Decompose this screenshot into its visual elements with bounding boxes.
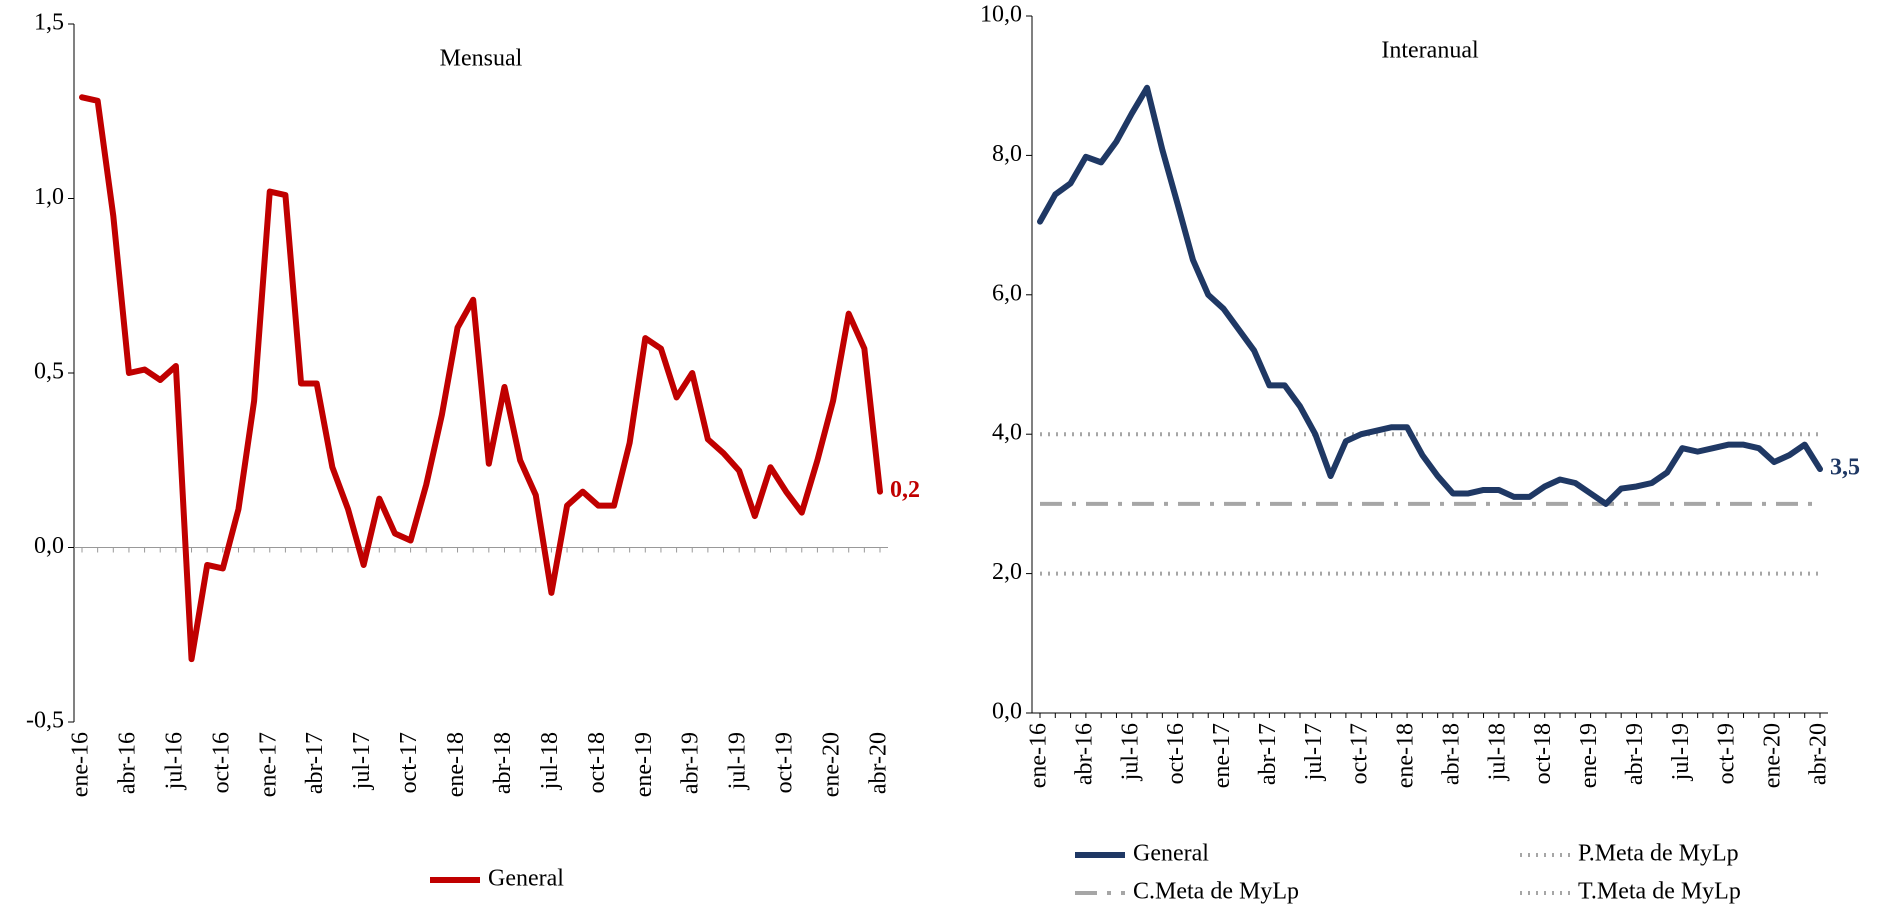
y-tick-label: 4,0 [992, 420, 1022, 446]
series-line [79, 94, 883, 663]
x-tick-label: ene-19 [631, 732, 657, 797]
chart-title: Mensual [440, 46, 523, 72]
x-tick-label: abr-16 [1071, 723, 1097, 785]
x-tick-label: jul-16 [1117, 723, 1143, 781]
x-tick-label: jul-19 [1668, 723, 1694, 781]
x-tick-label: jul-17 [1301, 723, 1327, 781]
x-tick-label: ene-19 [1576, 723, 1602, 788]
x-tick-label: oct-18 [584, 732, 610, 793]
y-tick-label: 1,0 [34, 184, 64, 210]
y-tick-label: 1,5 [34, 10, 64, 36]
y-tick-label: 0,0 [34, 533, 64, 559]
x-tick-label: jul-18 [1484, 723, 1510, 781]
x-tick-label: abr-16 [114, 732, 140, 794]
x-tick-label: ene-17 [1209, 723, 1235, 788]
chart-title: Interanual [1381, 38, 1479, 64]
x-tick-label: abr-18 [490, 732, 516, 794]
y-tick-label: 6,0 [992, 280, 1022, 306]
x-tick-label: ene-17 [255, 732, 281, 797]
data-label: 3,5 [1830, 455, 1860, 481]
x-tick-label: jul-17 [349, 732, 375, 790]
x-tick-label: abr-20 [866, 732, 892, 794]
legend-label: T.Meta de MyLp [1578, 879, 1741, 905]
x-tick-label: oct-19 [772, 732, 798, 793]
x-tick-label: oct-17 [1347, 723, 1373, 784]
x-tick-label: ene-20 [819, 732, 845, 797]
x-tick-label: abr-19 [678, 732, 704, 794]
x-tick-label: abr-18 [1438, 723, 1464, 785]
x-tick-label: jul-18 [537, 732, 563, 790]
x-tick-label: oct-16 [208, 732, 234, 793]
y-tick-label: 10,0 [980, 2, 1022, 28]
x-tick-label: abr-20 [1806, 723, 1832, 785]
data-label: 0,2 [890, 477, 920, 503]
x-tick-label: ene-16 [1026, 723, 1052, 788]
x-tick-label: jul-19 [725, 732, 751, 790]
y-tick-label: -0,5 [26, 708, 64, 734]
legend-label: P.Meta de MyLp [1578, 841, 1739, 867]
legend-label: General [488, 866, 564, 892]
series-line [1037, 84, 1823, 507]
x-tick-label: abr-17 [1255, 723, 1281, 785]
x-tick-label: jul-16 [161, 732, 187, 790]
x-tick-label: oct-18 [1530, 723, 1556, 784]
x-tick-label: oct-17 [396, 732, 422, 793]
legend-label: C.Meta de MyLp [1133, 879, 1299, 905]
x-tick-label: oct-16 [1163, 723, 1189, 784]
y-tick-label: 2,0 [992, 559, 1022, 585]
x-tick-label: abr-17 [302, 732, 328, 794]
x-tick-label: ene-20 [1760, 723, 1786, 788]
y-tick-label: 8,0 [992, 141, 1022, 167]
y-tick-label: 0,5 [34, 359, 64, 385]
x-tick-label: ene-16 [68, 732, 94, 797]
legend-label: General [1133, 841, 1209, 867]
x-tick-label: ene-18 [443, 732, 469, 797]
x-tick-label: ene-18 [1393, 723, 1419, 788]
y-tick-label: 0,0 [992, 699, 1022, 725]
x-tick-label: oct-19 [1714, 723, 1740, 784]
x-tick-label: abr-19 [1622, 723, 1648, 785]
